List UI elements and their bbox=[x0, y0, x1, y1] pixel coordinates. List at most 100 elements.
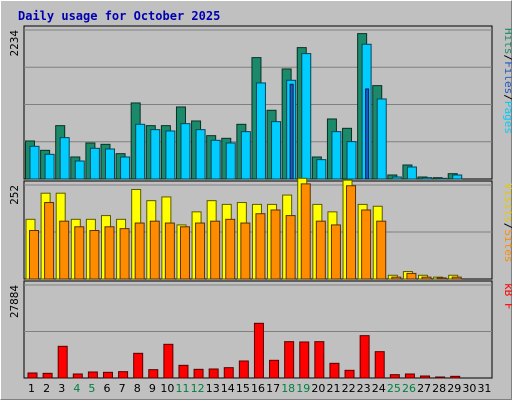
bar-sites-day-2 bbox=[44, 202, 55, 280]
bar-kb-f-day-6 bbox=[102, 371, 113, 379]
legend-separator: / bbox=[502, 55, 512, 62]
bar-kb-f-day-22 bbox=[344, 369, 355, 379]
bar-files-day-2 bbox=[44, 153, 55, 180]
bar-sites-day-1 bbox=[29, 230, 39, 280]
bar-sites-day-11 bbox=[179, 226, 190, 280]
legend-text: kB F bbox=[502, 283, 512, 310]
bar-sites-day-28 bbox=[436, 277, 447, 280]
panel-1: 2234 Hits/Files/Pages bbox=[8, 25, 512, 180]
x-tick-label-day-27: 27 bbox=[417, 382, 431, 395]
series-pages bbox=[289, 83, 370, 180]
bar-sites-day-26 bbox=[406, 272, 417, 280]
chart-title: Daily usage for October 2025 bbox=[18, 9, 220, 23]
bar-files-day-17 bbox=[271, 121, 282, 180]
x-tick-label-day-19: 19 bbox=[296, 382, 310, 395]
panel-3: 27884 kB F bbox=[8, 280, 512, 379]
panel-legend: Hits/Files/Pages bbox=[502, 28, 512, 134]
bar-sites-day-17 bbox=[270, 209, 281, 280]
bar-kb-f-day-20 bbox=[314, 341, 325, 379]
x-tick-label-day-10: 10 bbox=[160, 382, 174, 395]
x-tick-label-day-18: 18 bbox=[281, 382, 295, 395]
bar-files-day-12 bbox=[195, 129, 206, 180]
bar-kb-f-day-21 bbox=[329, 362, 340, 379]
x-tick-label-day-9: 9 bbox=[149, 382, 156, 395]
bar-kb-f-day-9 bbox=[148, 369, 159, 379]
y-axis-max-label: 27884 bbox=[8, 285, 21, 318]
bar-pages-day-23 bbox=[365, 88, 370, 180]
bar-files-day-22 bbox=[346, 141, 357, 180]
bar-files-day-14 bbox=[225, 142, 236, 180]
bar-kb-f-day-24 bbox=[374, 351, 385, 379]
bar-sites-day-22 bbox=[346, 185, 357, 280]
bar-kb-f-day-28 bbox=[435, 376, 446, 379]
legend-item-hits: Hits bbox=[502, 28, 512, 55]
bar-sites-day-13 bbox=[210, 220, 221, 280]
x-tick-label-day-15: 15 bbox=[236, 382, 250, 395]
x-tick-label-day-28: 28 bbox=[432, 382, 446, 395]
x-tick-label-day-8: 8 bbox=[134, 382, 141, 395]
panel-legend: kB F bbox=[502, 283, 512, 310]
bar-sites-day-5 bbox=[89, 230, 100, 280]
bar-kb-f-day-5 bbox=[87, 371, 98, 379]
bar-kb-f-day-18 bbox=[284, 341, 295, 379]
x-tick-label-day-30: 30 bbox=[462, 382, 476, 395]
series-sites bbox=[29, 183, 462, 280]
bar-kb-f-day-23 bbox=[359, 335, 370, 379]
bar-kb-f-day-1 bbox=[27, 372, 38, 379]
bar-files-day-16 bbox=[255, 82, 266, 180]
x-tick-label-day-25: 25 bbox=[387, 382, 401, 395]
bar-files-day-25 bbox=[391, 176, 402, 180]
x-tick-label-day-6: 6 bbox=[104, 382, 111, 395]
bar-files-day-26 bbox=[406, 166, 417, 180]
x-tick-label-day-3: 3 bbox=[58, 382, 65, 395]
x-tick-label-day-16: 16 bbox=[251, 382, 265, 395]
bar-files-day-28 bbox=[437, 177, 448, 180]
bar-kb-f-day-12 bbox=[193, 368, 204, 379]
series-kb-f bbox=[27, 322, 461, 379]
bar-sites-day-25 bbox=[391, 276, 402, 280]
x-tick-label-day-12: 12 bbox=[191, 382, 205, 395]
bar-files-day-19 bbox=[301, 53, 312, 180]
legend-separator: / bbox=[502, 223, 512, 230]
chart-panels: 2234Hits/Files/Pages252Visits/Sites27884… bbox=[8, 25, 512, 379]
x-tick-label-day-20: 20 bbox=[311, 382, 325, 395]
bar-files-day-15 bbox=[240, 131, 251, 180]
bar-sites-day-6 bbox=[104, 226, 115, 280]
bar-sites-day-19 bbox=[300, 183, 311, 280]
bar-files-day-24 bbox=[376, 98, 387, 180]
bar-kb-f-day-4 bbox=[72, 373, 83, 379]
bar-kb-f-day-8 bbox=[133, 352, 144, 379]
bar-files-day-10 bbox=[165, 130, 176, 180]
x-tick-label-day-5: 5 bbox=[88, 382, 95, 395]
bar-sites-day-20 bbox=[315, 220, 326, 280]
bar-sites-day-16 bbox=[255, 213, 266, 280]
bar-kb-f-day-19 bbox=[299, 341, 310, 379]
bar-files-day-1 bbox=[29, 145, 40, 180]
legend-item-kb-f: kB F bbox=[502, 283, 512, 310]
bar-kb-f-day-29 bbox=[450, 375, 461, 379]
legend-text: Visits/Sites bbox=[502, 183, 512, 263]
bar-kb-f-day-17 bbox=[269, 359, 280, 379]
x-tick-label-day-24: 24 bbox=[372, 382, 386, 395]
x-axis-labels: 1 2 3 4 5 6 7 8 9 10 11 12 13 14 15 16 17 18 19 20 21 22 23 24 2… bbox=[28, 382, 491, 395]
y-axis-max-label: 2234 bbox=[8, 30, 21, 57]
bar-kb-f-day-14 bbox=[223, 367, 234, 379]
bar-sites-day-18 bbox=[285, 215, 296, 280]
x-tick-label-day-1: 1 bbox=[28, 382, 35, 395]
bar-kb-f-day-7 bbox=[118, 371, 129, 379]
bar-files-day-5 bbox=[89, 147, 100, 180]
bar-sites-day-14 bbox=[225, 218, 236, 280]
x-tick-label-day-29: 29 bbox=[447, 382, 461, 395]
bar-files-day-3 bbox=[59, 137, 70, 180]
legend-separator: / bbox=[502, 94, 512, 101]
bar-files-day-29 bbox=[452, 174, 463, 180]
legend-text: Hits/Files/Pages bbox=[502, 28, 512, 134]
bar-sites-day-12 bbox=[195, 222, 206, 280]
bar-kb-f-day-3 bbox=[57, 345, 68, 379]
x-tick-label-day-31: 31 bbox=[477, 382, 491, 395]
bar-kb-f-day-2 bbox=[42, 372, 53, 379]
bar-kb-f-day-16 bbox=[253, 322, 264, 379]
bar-sites-day-15 bbox=[240, 222, 251, 280]
bar-sites-day-27 bbox=[421, 276, 432, 280]
